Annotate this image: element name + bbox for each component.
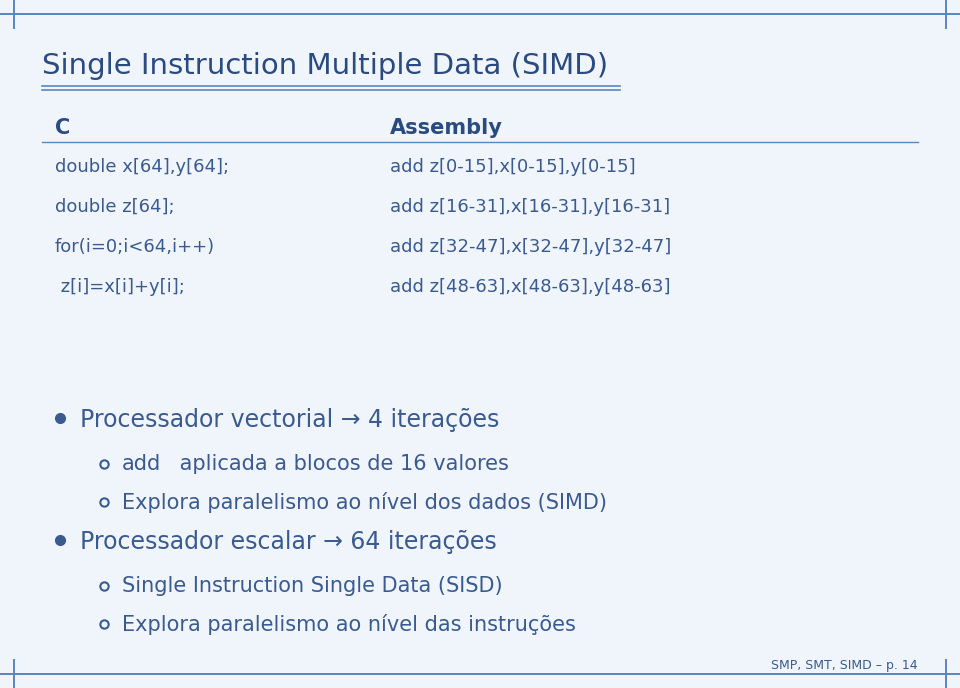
Text: Explora paralelismo ao nível dos dados (SIMD): Explora paralelismo ao nível dos dados (… [122, 492, 607, 513]
Text: Explora paralelismo ao nível das instruções: Explora paralelismo ao nível das instruç… [122, 614, 576, 635]
Text: SMP, SMT, SIMD – p. 14: SMP, SMT, SIMD – p. 14 [772, 659, 918, 672]
Text: Single Instruction Single Data (SISD): Single Instruction Single Data (SISD) [122, 576, 503, 596]
Text: double z[64];: double z[64]; [55, 198, 175, 216]
Text: add z[48-63],x[48-63],y[48-63]: add z[48-63],x[48-63],y[48-63] [390, 278, 670, 296]
Text: add z[0-15],x[0-15],y[0-15]: add z[0-15],x[0-15],y[0-15] [390, 158, 636, 176]
Text: add z[32-47],x[32-47],y[32-47]: add z[32-47],x[32-47],y[32-47] [390, 238, 671, 256]
Text: C: C [55, 118, 70, 138]
Text: aplicada a blocos de 16 valores: aplicada a blocos de 16 valores [173, 454, 509, 474]
Text: Processador vectorial → 4 iterações: Processador vectorial → 4 iterações [80, 408, 499, 432]
Text: for(i=0;i<64,i++): for(i=0;i<64,i++) [55, 238, 215, 256]
Text: Assembly: Assembly [390, 118, 503, 138]
Text: z[i]=x[i]+y[i];: z[i]=x[i]+y[i]; [55, 278, 185, 296]
Text: double x[64],y[64];: double x[64],y[64]; [55, 158, 229, 176]
Text: Single Instruction Multiple Data (SIMD): Single Instruction Multiple Data (SIMD) [42, 52, 608, 80]
Text: add: add [122, 454, 161, 474]
Text: add z[16-31],x[16-31],y[16-31]: add z[16-31],x[16-31],y[16-31] [390, 198, 670, 216]
Text: Processador escalar → 64 iterações: Processador escalar → 64 iterações [80, 530, 496, 554]
